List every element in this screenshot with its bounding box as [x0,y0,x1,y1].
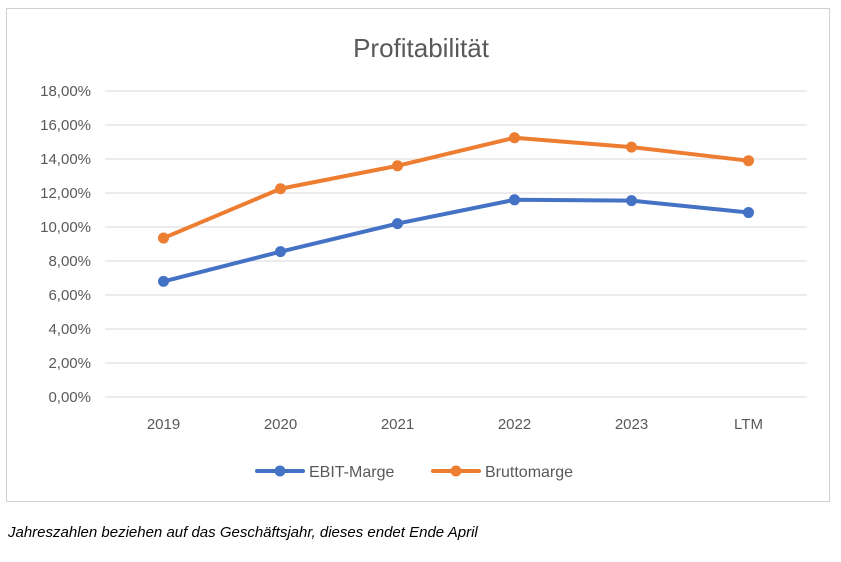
series-line [161,197,751,284]
x-axis-ticks: 2019 2020 2021 2022 2023 LTM [147,416,763,433]
series-1 [158,132,754,244]
series-0 [158,194,754,287]
y-tick-label: 16,00% [40,117,91,134]
x-tick-label: LTM [734,416,763,433]
y-tick-label: 2,00% [48,355,91,372]
y-tick-label: 4,00% [48,321,91,338]
data-point [743,155,754,167]
y-tick-label: 14,00% [40,151,91,168]
chart-frame: Profitabilität 0,00% 2,00% 4,00% 6,00% 8,00%… [6,8,830,502]
y-tick-label: 8,00% [48,253,91,270]
data-point [509,194,520,206]
data-point [275,246,286,258]
y-tick-label: 12,00% [40,185,91,202]
data-point [509,132,520,144]
x-tick-label: 2020 [264,416,297,433]
footnote: Jahreszahlen beziehen auf das Geschäftsj… [8,524,478,541]
gridlines [105,90,807,398]
data-point [275,183,286,195]
chart-title: Profitabilität [353,33,490,63]
x-tick-label: 2023 [615,416,648,433]
line-chart: Profitabilität 0,00% 2,00% 4,00% 6,00% 8,00%… [40,33,807,481]
data-point [158,275,169,287]
data-point [392,218,403,230]
legend-marker [274,465,286,477]
data-point [626,195,637,207]
data-point [158,232,169,244]
x-tick-label: 2022 [498,416,531,433]
y-tick-label: 6,00% [48,287,91,304]
data-point [626,141,637,153]
legend: EBIT-Marge Bruttomarge [255,464,573,481]
legend-label: EBIT-Marge [309,464,394,481]
x-tick-label: 2021 [381,416,414,433]
y-tick-label: 0,00% [48,389,91,406]
y-tick-label: 18,00% [40,83,91,100]
series-lines [158,132,754,287]
data-point [392,160,403,172]
series-line [161,135,751,241]
legend-label: Bruttomarge [485,464,573,481]
legend-marker [450,465,462,477]
x-tick-label: 2019 [147,416,180,433]
y-tick-label: 10,00% [40,219,91,236]
data-point [743,207,754,219]
y-axis-ticks: 0,00% 2,00% 4,00% 6,00% 8,00% 10,00% 12,00% 14,… [40,83,91,406]
